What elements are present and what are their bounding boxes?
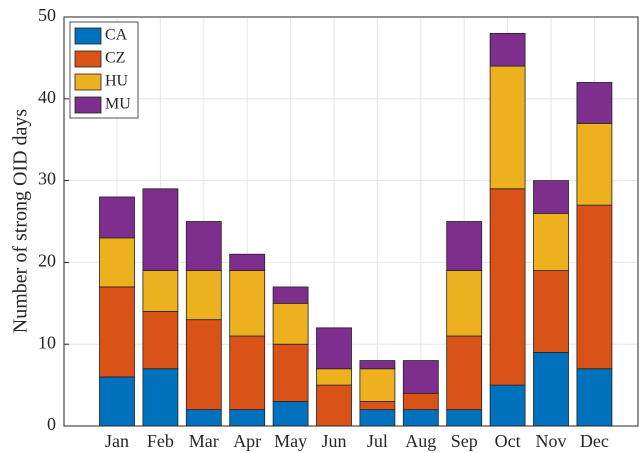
bar-segment (533, 351, 569, 427)
bar-segment (402, 360, 439, 394)
bar-segment (272, 302, 309, 345)
bar-segment (99, 286, 135, 378)
bar-segment (272, 401, 309, 427)
legend-label: MU (105, 96, 131, 113)
bar-segment (533, 212, 569, 271)
legend-label: HU (105, 73, 129, 90)
bar-segment (489, 384, 526, 427)
bar-segment (316, 384, 352, 427)
x-tick-label: Aug (405, 431, 436, 451)
y-tick-label: 50 (38, 5, 56, 25)
bar-segment (576, 368, 613, 427)
bar-segment (229, 253, 266, 271)
bar-segment (489, 188, 526, 386)
x-tick-label: Jun (321, 431, 346, 451)
legend-swatch (74, 50, 102, 68)
legend-swatch (74, 27, 102, 45)
bar-segment (99, 237, 135, 288)
x-tick-label: Dec (580, 431, 609, 451)
bar-segment (229, 409, 266, 427)
x-tick-label: Jan (105, 431, 129, 451)
bar-segment (185, 319, 222, 411)
bar-segment (142, 270, 179, 312)
bar-segment (489, 65, 526, 190)
bar-segment (533, 270, 569, 353)
y-tick-label: 20 (38, 251, 56, 271)
bar-segment (229, 270, 266, 337)
bar-segment (359, 409, 396, 427)
y-axis-label: Number of strong OID days (10, 109, 32, 334)
y-tick-label: 10 (38, 332, 56, 352)
bar-segment (229, 335, 266, 411)
bar-segment (99, 376, 135, 427)
bar-segment (142, 188, 179, 271)
x-tick-label: Feb (147, 431, 174, 451)
bar-segment (446, 335, 483, 411)
bar-segment (402, 409, 439, 427)
bar-segment (402, 392, 439, 411)
axes-box (63, 16, 639, 427)
bar-segment (99, 196, 135, 239)
x-tick-label: Oct (495, 431, 521, 451)
bar-segment (316, 368, 352, 386)
bar-segment (185, 409, 222, 427)
x-tick-label: May (274, 431, 307, 451)
bar-segment (576, 82, 613, 124)
x-tick-label: Mar (189, 431, 219, 451)
y-tick-label: 30 (38, 169, 56, 189)
bar-segment (446, 409, 483, 427)
bar-segment (533, 180, 569, 214)
legend-label: CA (105, 27, 128, 44)
bar-segment (142, 311, 179, 370)
bar-segment (576, 204, 613, 370)
bar-segment (446, 221, 483, 271)
legend-swatch (74, 73, 102, 91)
bar-segment (142, 368, 179, 427)
x-tick-label: Jul (367, 431, 388, 451)
x-tick-label: Sep (451, 431, 478, 451)
x-tick-label: Nov (536, 431, 567, 451)
bar-segment (359, 401, 396, 411)
bar-segment (576, 122, 613, 206)
bar-segment (359, 368, 396, 402)
bar-segment (359, 360, 396, 370)
legend-swatch (74, 96, 102, 114)
legend-label: CZ (105, 50, 125, 67)
y-tick-label: 40 (38, 87, 56, 107)
bar-segment (446, 270, 483, 337)
bar-segment (272, 343, 309, 402)
y-tick-label: 0 (47, 414, 56, 434)
bar-segment (185, 270, 222, 321)
bar-segment (272, 286, 309, 304)
bar-segment (316, 327, 352, 370)
bar-segment (489, 32, 526, 67)
bar-segment (185, 221, 222, 271)
x-tick-label: Apr (233, 431, 261, 451)
